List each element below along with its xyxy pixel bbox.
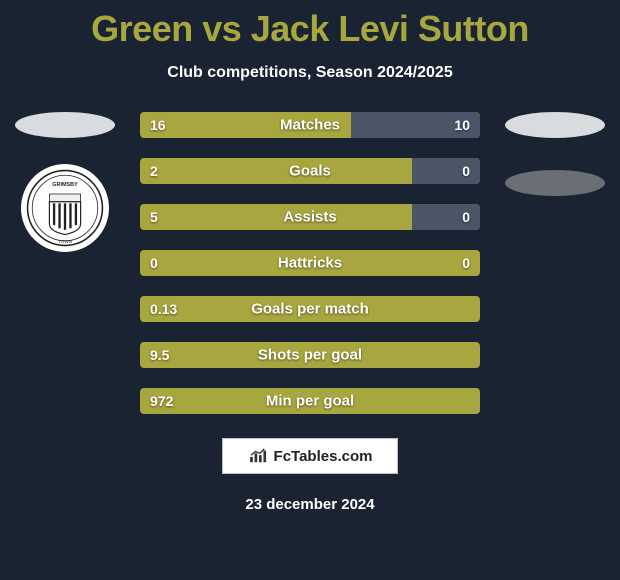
svg-text:TOWN: TOWN — [58, 239, 72, 244]
club-badge-left: GRIMSBY TOWN — [21, 164, 109, 252]
stat-bar-row: Min per goal 972 — [140, 388, 480, 414]
stat-label: Assists — [283, 209, 336, 226]
stat-value-left: 2 — [150, 163, 158, 179]
watermark: FcTables.com — [222, 438, 398, 474]
stat-value-left: 16 — [150, 117, 166, 133]
right-column — [500, 112, 610, 196]
stat-value-right: 0 — [462, 255, 470, 271]
player-photo-placeholder-left — [15, 112, 115, 138]
left-column: GRIMSBY TOWN — [10, 112, 120, 252]
stat-value-left: 0 — [150, 255, 158, 271]
stat-value-right: 0 — [462, 209, 470, 225]
stat-bar-row: Hattricks 0 0 — [140, 250, 480, 276]
stat-label: Goals — [289, 163, 331, 180]
stat-bars: Matches1610Goals20Assists50Hattricks00Go… — [140, 112, 480, 414]
stat-bar-row: Goals 2 0 — [140, 158, 480, 184]
chart-icon — [248, 448, 270, 464]
stat-value-right: 0 — [462, 163, 470, 179]
stat-label: Matches — [280, 117, 340, 134]
stat-label: Min per goal — [266, 393, 354, 410]
stat-label: Goals per match — [251, 301, 369, 318]
grimsby-badge-icon: GRIMSBY TOWN — [26, 169, 104, 247]
stat-bar-row: Goals per match 0.13 — [140, 296, 480, 322]
stat-bar-row: Shots per goal 9.5 — [140, 342, 480, 368]
svg-text:GRIMSBY: GRIMSBY — [52, 182, 78, 188]
stat-value-left: 972 — [150, 393, 173, 409]
stat-value-left: 5 — [150, 209, 158, 225]
stat-value-left: 9.5 — [150, 347, 169, 363]
watermark-text: FcTables.com — [274, 448, 373, 465]
stat-label: Hattricks — [278, 255, 342, 272]
player-photo-placeholder-right — [505, 112, 605, 138]
page-title: Green vs Jack Levi Sutton — [0, 0, 620, 50]
stat-value-left: 0.13 — [150, 301, 177, 317]
stat-bar-row: Matches 16 10 — [140, 112, 480, 138]
footer-date: 23 december 2024 — [0, 496, 620, 513]
page-subtitle: Club competitions, Season 2024/2025 — [0, 64, 620, 82]
content-area: GRIMSBY TOWN Matches 16 10 Goals 2 0 Assists 5 0… — [0, 112, 620, 414]
stat-label: Shots per goal — [258, 347, 362, 364]
club-badge-placeholder-right — [505, 170, 605, 196]
stat-value-right: 10 — [454, 117, 470, 133]
stat-bar-row: Assists 5 0 — [140, 204, 480, 230]
